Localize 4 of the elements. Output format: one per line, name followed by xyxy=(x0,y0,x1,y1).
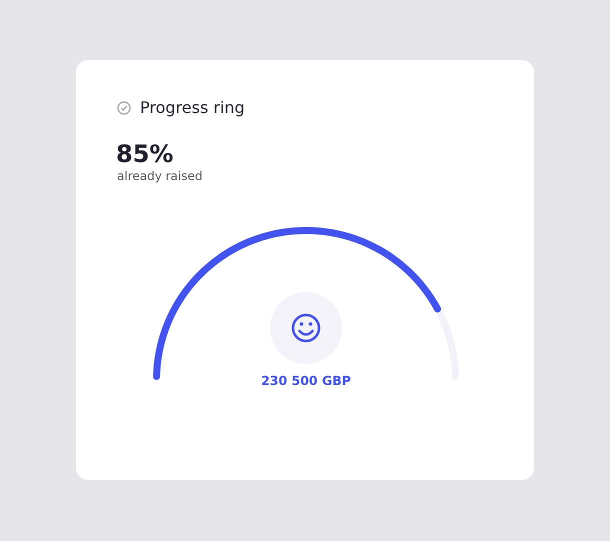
text: 230 500 GBP xyxy=(260,373,352,388)
text: already raised xyxy=(117,169,202,183)
text: 85% xyxy=(116,140,174,168)
chart-title: Progress ring xyxy=(140,98,245,117)
